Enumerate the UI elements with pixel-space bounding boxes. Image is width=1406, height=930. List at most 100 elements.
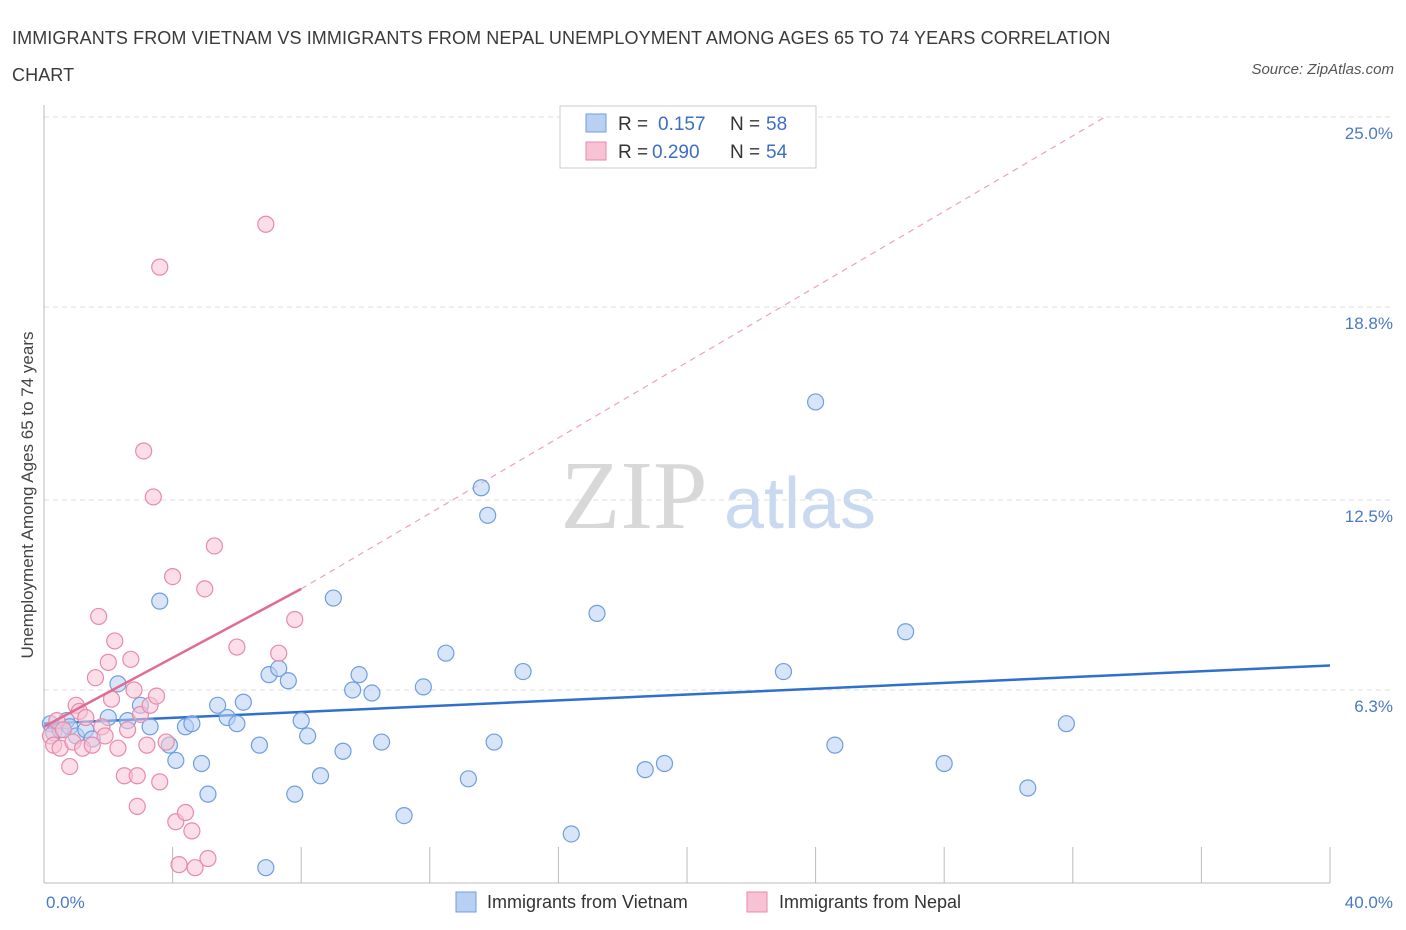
nepal-point [138,736,156,754]
nepal-trend-line [43,587,302,728]
vietnam-point [636,761,654,779]
nepal-point [61,757,79,776]
vietnam-point [257,859,275,877]
y-tick-label: 18.8% [1345,314,1393,333]
nepal-point [199,849,217,868]
nepal-point [99,653,117,671]
nepal-point [176,803,195,822]
watermark-atlas: atlas [724,464,876,544]
vietnam-point [479,506,497,524]
nepal-point [128,767,146,785]
vietnam-point [334,742,352,760]
nepal-point [109,739,127,757]
vietnam-point [234,693,252,711]
nepal-point [151,773,169,791]
nepal-point [90,607,108,626]
vietnam-point [141,718,159,736]
y-tick-label: 12.5% [1345,507,1393,526]
vietnam-point [395,806,413,825]
nepal-point [147,687,166,705]
vietnam-point [588,604,606,622]
nepal-point [118,721,137,739]
nepal-point [228,638,246,656]
bottom-legend: Immigrants from Vietnam Immigrants from … [455,891,961,913]
nepal-point [286,610,304,629]
vietnam-point [183,715,201,733]
nepal-point [183,822,201,840]
vietnam-point [192,754,211,773]
legend-box: R = 0.157 N = 58 R = 0.290 N = 54 [559,105,817,169]
legend-n-label-nepal: N = [730,142,760,163]
legend-r-value-vietnam: 0.157 [658,114,706,135]
x-tick-labels: 0.0% 40.0% [46,893,1393,912]
vietnam-point [897,623,915,641]
vietnam-point [372,733,391,751]
nepal-point [54,721,72,739]
bottom-legend-swatch-vietnam [455,891,477,913]
vietnam-point [228,715,246,733]
vietnam-point [311,767,330,785]
vietnam-point [826,736,844,754]
vietnam-point [350,666,368,684]
legend-n-value-nepal: 54 [766,142,788,163]
axes [43,105,1331,884]
vietnam-point [250,736,269,754]
grid-lines [44,116,1390,691]
legend-r-label-vietnam: R = [618,114,648,135]
legend-swatch-vietnam [585,113,607,133]
vietnam-point [286,785,304,803]
vietnam-trend-line [43,664,1331,725]
nepal-point [157,733,175,751]
vietnam-points [41,393,1075,877]
source-label: Source: ZipAtlas.com [1251,61,1394,78]
nepal-trend-extension [300,116,1106,590]
nepal-point [151,258,169,276]
nepal-point [205,537,223,555]
vietnam-point [209,696,227,714]
vietnam-point [514,662,532,681]
nepal-point [196,580,214,598]
trend-lines [43,116,1331,725]
vietnam-point [199,785,217,803]
bottom-legend-nepal: Immigrants from Nepal [779,892,961,912]
bottom-legend-swatch-nepal [746,891,768,913]
legend-r-label-nepal: R = [618,142,648,163]
vietnam-point [363,684,381,702]
vietnam-point [167,751,185,770]
nepal-point [83,736,101,754]
legend-n-label-vietnam: N = [730,114,760,135]
vietnam-point [485,733,503,751]
legend-r-value-nepal: 0.290 [652,142,700,163]
vietnam-point [1019,779,1037,797]
vietnam-point [292,712,310,730]
watermark-zip: ZIP [561,442,708,550]
nepal-point [96,727,114,745]
vietnam-point [806,393,825,411]
legend-swatch-nepal [585,141,607,161]
vietnam-point [472,479,490,497]
nepal-point [125,681,143,699]
nepal-points [41,215,304,877]
nepal-point [86,669,105,687]
vietnam-point [562,825,580,843]
vietnam-point [151,592,169,610]
nepal-point [135,442,153,460]
nepal-point [170,856,188,874]
nepal-point [122,650,140,668]
vietnam-point [437,644,455,662]
vietnam-point [414,678,432,696]
nepal-point [144,488,162,506]
chart-title: IMMIGRANTS FROM VIETNAM VS IMMIGRANTS FR… [12,28,1111,85]
vietnam-point [279,672,297,690]
vietnam-point [655,754,674,773]
nepal-point [128,797,146,816]
legend-n-value-vietnam: 58 [766,114,787,135]
vietnam-point [299,727,317,745]
nepal-point [270,644,288,662]
nepal-point [257,215,275,233]
vietnam-point [1057,715,1075,733]
nepal-point [186,859,204,877]
x-tick-label-min: 0.0% [46,893,85,912]
vietnam-point [935,754,953,773]
